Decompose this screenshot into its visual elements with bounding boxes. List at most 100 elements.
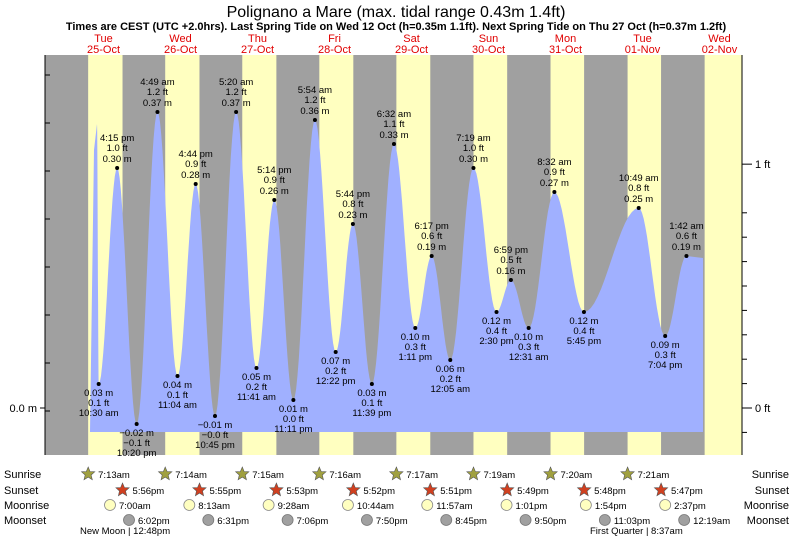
sunrise-time: 7:19am — [483, 470, 515, 481]
tide-label-time: 6:59 pm — [494, 245, 528, 256]
tide-label-m: 0.05 m — [242, 372, 271, 383]
sunset-icon — [576, 482, 592, 497]
sunrise-time: 7:13am — [98, 470, 130, 481]
tide-label-ft: 0.0 ft — [283, 414, 304, 425]
moonset-time: 7:50pm — [376, 516, 408, 527]
day-label-date: 26-Oct — [164, 44, 197, 56]
tide-point — [234, 110, 239, 114]
moonrise-time: 1:01pm — [516, 501, 548, 512]
row-label-moonset-left: Moonset — [4, 515, 46, 527]
day-label-dow: Mon — [555, 33, 576, 45]
day-labels: Tue25-OctWed26-OctThu27-OctFri28-OctSat2… — [87, 33, 738, 56]
tide-label-m: 0.03 m — [357, 388, 386, 399]
tide-label-time: 4:15 pm — [100, 133, 134, 144]
row-label-moonrise-left: Moonrise — [4, 500, 49, 512]
row-label-sunset-right: Sunset — [755, 485, 789, 497]
tide-point — [663, 334, 668, 338]
tide-label-time: 6:32 am — [377, 109, 411, 120]
tide-label-m: −0.01 m — [198, 420, 233, 431]
tide-label-time: 12:31 am — [509, 352, 549, 363]
moonset-icon — [440, 514, 453, 526]
sunrise-icon — [620, 466, 635, 481]
tide-point — [508, 278, 513, 282]
tide-label-time: 10:49 am — [619, 173, 659, 184]
sunrise-icon — [80, 466, 96, 481]
tide-point — [175, 374, 180, 378]
sunset-time: 5:56pm — [133, 486, 165, 497]
tide-label-m: 0.23 m — [338, 210, 367, 221]
tide-label-ft: 1.1 ft — [383, 119, 404, 130]
tide-label-time: 10:20 pm — [117, 448, 157, 459]
tide-label-ft: 0.6 ft — [676, 231, 697, 242]
moonrise-icon — [342, 499, 354, 511]
tide-label-ft: 0.2 ft — [440, 374, 461, 385]
tide-label-time: 4:49 am — [140, 77, 174, 88]
sunrise-time: 7:15am — [252, 470, 284, 481]
tide-point — [471, 166, 476, 170]
row-label-sunset-left: Sunset — [4, 485, 38, 497]
tide-label-m: 0.19 m — [672, 242, 701, 253]
row-label-sunrise-right: Sunrise — [752, 469, 789, 481]
tide-label-m: 0.03 m — [84, 388, 113, 399]
tide-point — [448, 358, 453, 362]
day-label-date: 28-Oct — [318, 44, 351, 56]
day-label-dow: Wed — [169, 33, 191, 45]
tide-point — [312, 118, 317, 122]
tide-point — [96, 382, 101, 386]
tide-label-time: 1:42 am — [669, 221, 703, 232]
moonset-time: 6:31pm — [217, 516, 249, 527]
row-label-moonset-right: Moonset — [747, 515, 789, 527]
tide-point — [526, 326, 531, 330]
row-label-moonrise-right: Moonrise — [744, 500, 789, 512]
tide-label-m: 0.07 m — [321, 356, 350, 367]
day-label-date: 27-Oct — [241, 44, 274, 56]
tide-label-ft: −0.1 ft — [123, 438, 150, 449]
tide-label-time: 5:20 am — [219, 77, 253, 88]
tide-label-time: 5:54 am — [298, 85, 332, 96]
tide-label-ft: 1.2 ft — [147, 87, 168, 98]
moonset-icon — [598, 514, 611, 526]
tide-label-ft: 0.9 ft — [544, 167, 565, 178]
tide-label-m: 0.26 m — [260, 186, 289, 197]
sunset-icon — [345, 482, 361, 497]
day-label-date: 29-Oct — [395, 44, 428, 56]
tide-label-m: 0.01 m — [279, 404, 308, 415]
tide-label-time: 11:04 am — [158, 400, 197, 411]
tide-point — [155, 110, 160, 114]
right-axis-tick-label: 1 ft — [755, 159, 770, 171]
sunset-time: 5:47pm — [671, 486, 703, 497]
tide-point — [193, 182, 198, 186]
day-label-dow: Fri — [328, 33, 341, 45]
day-label-dow: Thu — [248, 33, 267, 45]
moonset-time: 11:03pm — [614, 516, 650, 527]
moonrise-icon — [500, 499, 513, 511]
sunset-icon — [268, 482, 284, 497]
moonset-time: 6:02pm — [138, 516, 170, 527]
sunset-icon — [499, 482, 515, 497]
tide-label-ft: 0.3 ft — [518, 342, 539, 353]
sunset-time: 5:49pm — [517, 486, 549, 497]
tide-point — [494, 310, 499, 314]
tide-point — [272, 198, 277, 202]
chart-subtitle: Times are CEST (UTC +2.0hrs). Last Sprin… — [66, 21, 727, 33]
day-label-dow: Wed — [708, 33, 730, 45]
sunrise-icon — [234, 466, 250, 481]
tide-label-m: 0.37 m — [143, 98, 172, 109]
day-label-dow: Tue — [94, 33, 113, 45]
axes: 0.0 m 0 ft 1 ft — [9, 55, 770, 455]
tide-label-ft: 1.2 ft — [226, 87, 247, 98]
sunset-time: 5:51pm — [440, 486, 472, 497]
moonrise-time: 2:37pm — [674, 501, 706, 512]
day-label-date: 30-Oct — [472, 44, 505, 56]
tide-point — [581, 310, 586, 314]
moon-phase-new-label: New Moon | 12:48pm — [80, 526, 170, 537]
day-label-date: 25-Oct — [87, 44, 120, 56]
tide-point — [429, 254, 434, 258]
sunset-icon — [115, 482, 130, 497]
sunset-icon — [653, 482, 669, 497]
moonrise-icon — [421, 499, 434, 511]
sunset-icon — [422, 482, 438, 497]
tide-label-ft: 0.5 ft — [500, 255, 521, 266]
tide-label-ft: 0.3 ft — [405, 342, 426, 353]
